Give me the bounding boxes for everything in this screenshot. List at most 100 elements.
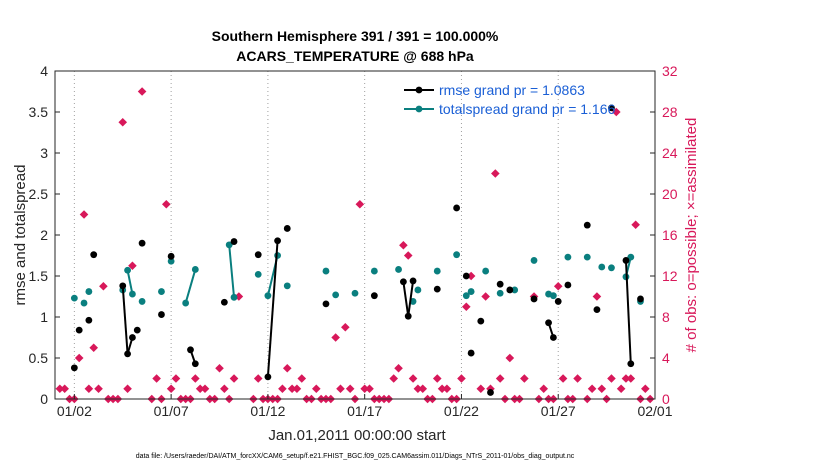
rmse-point-21	[399, 278, 407, 286]
rmse-point-2	[85, 316, 93, 324]
spread-point-1	[80, 299, 88, 307]
rmse-segment-5	[266, 240, 279, 377]
x-axis-label: Jan.01,2011 00:00:00 start	[268, 427, 446, 444]
obs-series	[55, 87, 655, 404]
x-axis-ticks: 01/02 01/07 01/12 01/17 01/22 01/27 02/01	[57, 394, 673, 419]
rmse-point-28	[477, 317, 485, 325]
legend-rmse-marker	[415, 86, 423, 94]
obs-point-70	[413, 384, 423, 394]
rmse-point-38	[593, 306, 601, 314]
spread-point-34	[564, 253, 572, 261]
legend: rmse grand pr = 1.0863 totalspread grand…	[404, 82, 616, 117]
rmse-point-14	[230, 238, 238, 245]
obs-point-111	[626, 374, 636, 383]
spread-point-17	[322, 267, 330, 275]
obs-point-110	[621, 374, 631, 383]
spread-point-29	[496, 289, 504, 297]
rmse-point-33	[545, 319, 552, 327]
obs-point-97	[553, 281, 563, 291]
spread-point-20	[370, 267, 378, 275]
spread-point-27	[467, 288, 475, 295]
spread-point-25	[453, 251, 461, 259]
spread-point-0	[70, 294, 78, 302]
y-right-tick-label-3: 12	[662, 268, 678, 284]
obs-point-76	[442, 384, 452, 394]
spread-segment-0	[126, 270, 134, 295]
rmse-point-10	[167, 252, 175, 260]
y-left-tick-label-3: 1.5	[29, 268, 49, 284]
rmse-point-19	[322, 300, 330, 308]
obs-point-105	[597, 384, 607, 394]
rmse-point-25	[453, 204, 461, 212]
obs-point-68	[403, 251, 413, 260]
obs-point-66	[394, 363, 403, 373]
obs-point-49	[311, 384, 321, 394]
totalspread-series	[70, 241, 644, 307]
obs-point-91	[520, 374, 529, 383]
obs-point-69	[408, 374, 418, 383]
obs-point-107	[607, 374, 616, 383]
spread-point-18	[332, 291, 340, 299]
obs-point-37	[253, 374, 263, 383]
chart-title-line2: ACARS_TEMPERATURE @ 688 hPa	[236, 48, 474, 64]
obs-point-59	[360, 384, 369, 394]
rmse-point-6	[129, 334, 136, 341]
obs-point-79	[457, 374, 466, 383]
spread-point-24	[433, 267, 441, 275]
obs-point-28	[200, 384, 210, 394]
rmse-point-36	[564, 281, 572, 289]
obs-point-34	[229, 374, 239, 383]
rmse-segment-7	[407, 280, 415, 317]
obs-point-104	[592, 292, 602, 301]
rmse-point-39	[608, 104, 615, 112]
obs-point-21	[166, 384, 176, 394]
spread-point-2	[85, 288, 93, 295]
obs-point-45	[292, 384, 302, 394]
spread-point-16	[283, 282, 291, 290]
y-left-tick-label-7: 3.5	[29, 104, 49, 120]
y-right-tick-label-7: 28	[662, 104, 678, 120]
rmse-point-15	[254, 251, 262, 259]
obs-point-67	[399, 240, 408, 250]
spread-point-23	[414, 286, 422, 294]
obs-point-86	[495, 374, 505, 383]
obs-point-85	[491, 169, 500, 178]
y-right-tick-label-0: 0	[662, 391, 670, 407]
spread-point-12	[230, 293, 238, 301]
y-right-tick-label-1: 4	[662, 350, 670, 366]
obs-point-112	[631, 220, 640, 230]
spread-point-28	[482, 267, 490, 275]
rmse-point-22	[404, 312, 412, 320]
obs-point-60	[365, 384, 374, 394]
obs-point-0	[55, 384, 65, 394]
y-left-tick-label-2: 1	[40, 309, 48, 325]
obs-point-44	[287, 384, 297, 394]
rmse-point-26	[462, 272, 470, 280]
rmse-point-0	[70, 364, 78, 372]
rmse-point-37	[583, 221, 591, 229]
spread-point-31	[530, 257, 538, 264]
x-tick-label-1: 01/07	[154, 403, 189, 419]
obs-point-109	[616, 384, 626, 394]
y-left-tick-label-5: 2.5	[29, 186, 49, 202]
legend-rmse-label: rmse grand pr = 1.0863	[439, 82, 585, 98]
obs-point-82	[476, 384, 486, 394]
spread-segment-1	[184, 269, 197, 304]
legend-spread-marker	[415, 105, 423, 113]
obs-point-15	[128, 261, 137, 271]
rmse-point-9	[158, 311, 165, 318]
rmse-point-23	[409, 277, 417, 285]
spread-point-5	[129, 290, 136, 298]
rmse-point-5	[124, 350, 131, 358]
rmse-segment-6	[402, 281, 410, 317]
rmse-point-12	[191, 360, 199, 368]
spread-point-9	[182, 299, 190, 307]
spread-point-33	[549, 292, 557, 300]
y-axis-left-label: rmse and totalspread	[12, 165, 29, 306]
obs-point-22	[171, 374, 181, 383]
spread-segment-2	[228, 244, 236, 298]
footer-data-file: data file: /Users/raeder/DAI/ATM_forcXX/…	[136, 453, 575, 460]
rmse-point-30	[496, 280, 504, 288]
obs-point-83	[481, 292, 490, 301]
